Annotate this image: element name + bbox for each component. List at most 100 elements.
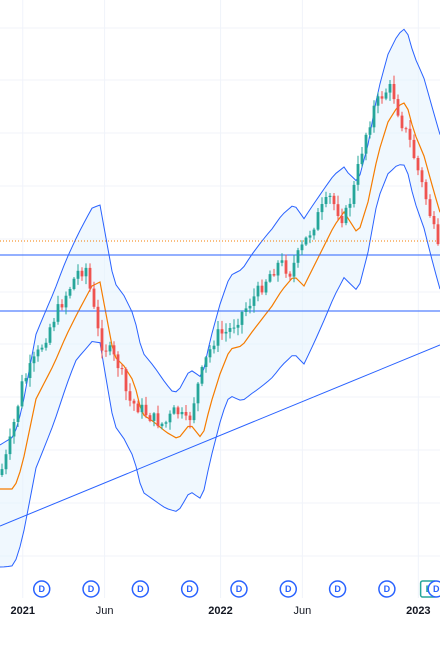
candle bbox=[288, 271, 292, 281]
candle-body bbox=[292, 262, 296, 277]
candle-body bbox=[424, 182, 428, 200]
candle bbox=[224, 323, 228, 342]
candle-body bbox=[244, 308, 248, 312]
candle bbox=[136, 400, 140, 414]
candle-body bbox=[104, 350, 108, 352]
candle bbox=[360, 147, 364, 168]
candle-body bbox=[48, 327, 52, 343]
candle bbox=[344, 205, 348, 226]
candle-body bbox=[16, 406, 20, 422]
candle-body bbox=[280, 260, 284, 263]
dividend-marker[interactable]: D bbox=[378, 580, 396, 598]
candle bbox=[28, 354, 32, 387]
dividend-marker-shape[interactable] bbox=[279, 580, 298, 598]
candle bbox=[324, 191, 328, 208]
candle bbox=[144, 396, 148, 419]
candle bbox=[340, 208, 344, 228]
candle-body bbox=[296, 250, 300, 263]
candle bbox=[68, 286, 72, 299]
candle-body bbox=[12, 422, 16, 437]
candle bbox=[0, 463, 4, 477]
dividend-marker[interactable]: D bbox=[180, 580, 199, 598]
candle bbox=[176, 405, 180, 419]
x-axis: 2021 Jun 2022 Jun 2023 bbox=[11, 605, 431, 617]
candle bbox=[128, 383, 132, 407]
candle bbox=[320, 197, 324, 220]
dividend-marker-shape[interactable] bbox=[328, 580, 347, 598]
candle-body bbox=[64, 295, 68, 308]
candle bbox=[240, 310, 244, 334]
candle bbox=[64, 291, 68, 315]
dividend-marker-shape[interactable] bbox=[32, 580, 51, 598]
candle-body bbox=[128, 391, 132, 401]
candle-body bbox=[136, 403, 140, 413]
dividend-marker[interactable]: D bbox=[82, 580, 100, 598]
dividend-marker-shape[interactable] bbox=[427, 580, 440, 598]
event-marker-label: D bbox=[334, 584, 341, 594]
candle-body bbox=[344, 207, 348, 224]
candle-body bbox=[224, 331, 228, 334]
candle-body bbox=[180, 412, 184, 415]
candle bbox=[292, 254, 296, 283]
dividend-marker[interactable]: D bbox=[32, 580, 51, 598]
dividend-marker-shape[interactable] bbox=[230, 580, 248, 598]
candle bbox=[256, 281, 260, 302]
candle-body bbox=[216, 329, 220, 346]
dividend-marker[interactable]: D bbox=[230, 580, 248, 598]
candle-body bbox=[100, 328, 104, 351]
dividend-marker[interactable]: D bbox=[427, 580, 440, 598]
candle-body bbox=[32, 356, 36, 364]
moving-average-line bbox=[0, 102, 440, 490]
candle-body bbox=[184, 412, 188, 416]
dividend-marker-shape[interactable] bbox=[131, 580, 150, 598]
candle bbox=[52, 318, 56, 332]
candle bbox=[368, 121, 372, 139]
candle-body bbox=[92, 288, 96, 307]
candle-body bbox=[404, 128, 408, 130]
candle-body bbox=[332, 195, 336, 205]
candle bbox=[296, 247, 300, 268]
candle bbox=[352, 181, 356, 208]
candle bbox=[308, 230, 312, 244]
candle-body bbox=[60, 304, 64, 308]
dividend-marker[interactable]: D bbox=[131, 580, 150, 598]
candle bbox=[24, 373, 28, 384]
candle bbox=[268, 270, 272, 283]
candle-body bbox=[144, 404, 148, 416]
candle bbox=[372, 100, 376, 133]
candle bbox=[32, 351, 36, 372]
candle bbox=[4, 449, 8, 475]
candle bbox=[396, 94, 400, 118]
dividend-marker-shape[interactable] bbox=[82, 580, 100, 598]
candle-body bbox=[272, 274, 276, 276]
candle bbox=[20, 374, 24, 409]
candle-body bbox=[72, 278, 76, 289]
candle-body bbox=[376, 96, 380, 106]
candle-body bbox=[360, 153, 364, 165]
dividend-marker-shape[interactable] bbox=[180, 580, 199, 598]
candle bbox=[356, 155, 360, 191]
candle-body bbox=[108, 345, 112, 352]
dividend-marker[interactable]: D bbox=[279, 580, 298, 598]
candle bbox=[280, 253, 284, 267]
bollinger-band-fill bbox=[0, 29, 440, 568]
candle bbox=[92, 281, 96, 309]
candle-body bbox=[284, 260, 288, 274]
candle-body bbox=[396, 99, 400, 116]
candle bbox=[80, 267, 84, 281]
candle-body bbox=[352, 184, 356, 204]
candle bbox=[40, 344, 44, 352]
candle-body bbox=[160, 423, 164, 427]
candle-body bbox=[356, 164, 360, 185]
x-tick-label: Jun bbox=[96, 605, 114, 617]
candle bbox=[164, 420, 168, 428]
candle bbox=[312, 227, 316, 240]
candle bbox=[220, 320, 224, 340]
candle-body bbox=[188, 415, 192, 421]
candle-body bbox=[288, 273, 292, 277]
dividend-marker-shape[interactable] bbox=[378, 580, 396, 598]
candle-body bbox=[52, 321, 56, 328]
candle bbox=[124, 367, 128, 401]
candle-body bbox=[96, 306, 100, 329]
dividend-marker[interactable]: D bbox=[328, 580, 347, 598]
